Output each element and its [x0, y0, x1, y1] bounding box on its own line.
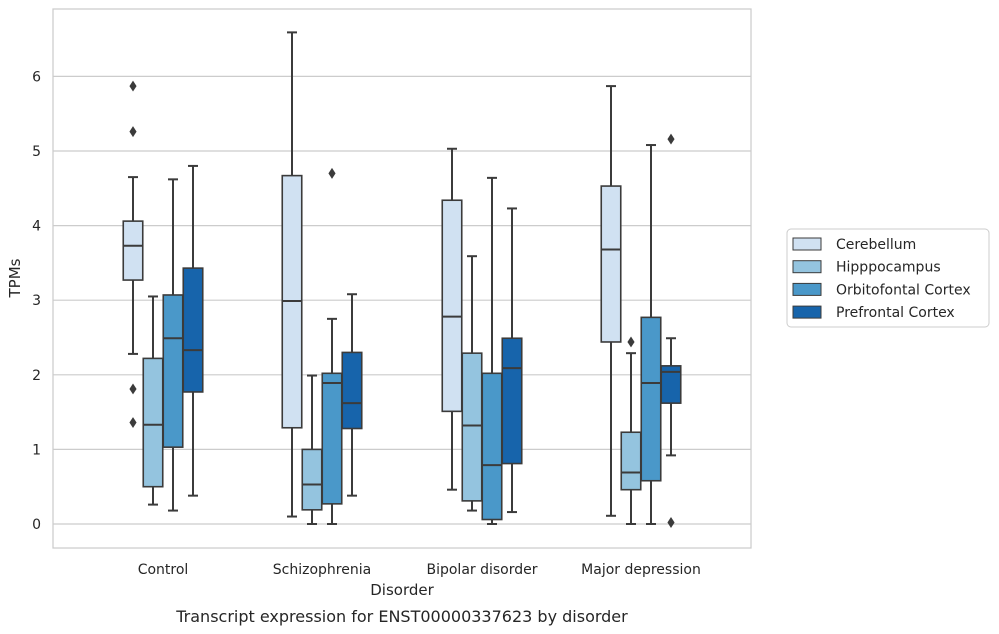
outlier-point [667, 133, 675, 145]
box-iqr [122, 220, 144, 281]
box-orbitofontal-cortex-3 [640, 144, 662, 525]
outlier-point [129, 417, 137, 429]
box-iqr [301, 448, 323, 511]
box-iqr [441, 199, 463, 413]
box-orbitofontal-cortex-1 [321, 167, 343, 525]
box-iqr [162, 294, 184, 448]
legend-swatch [792, 282, 822, 296]
box-cerebellum-0 [122, 80, 144, 429]
box-iqr [461, 352, 483, 502]
box-prefrontal-cortex-3 [660, 133, 682, 528]
box-hipppocampus-0 [142, 295, 164, 506]
x-axis-ticks: Control Schizophrenia Bipolar disorder Majo… [138, 562, 701, 578]
legend: Cerebellum Hipppocampus Orbitofontal Corte… [786, 228, 990, 328]
box-orbitofontal-cortex-0 [162, 178, 184, 512]
legend-frame [786, 228, 990, 328]
outlier-point [667, 517, 675, 528]
box-cerebellum-1 [281, 31, 303, 518]
outlier-point [328, 167, 336, 179]
box-prefrontal-cortex-1 [341, 293, 363, 497]
x-tick-label: Control [138, 562, 189, 578]
y-tick-label: 1 [32, 442, 41, 458]
box-iqr [182, 267, 204, 393]
box-hipppocampus-1 [301, 374, 323, 525]
x-tick-label: Major depression [581, 562, 701, 578]
box-iqr [660, 365, 682, 404]
box-orbitofontal-cortex-2 [481, 176, 503, 525]
y-tick-label: 2 [32, 368, 41, 384]
y-axis-label: TPMs [6, 258, 24, 298]
box-iqr [600, 185, 622, 343]
box-iqr [142, 357, 164, 488]
outlier-point [129, 126, 137, 138]
y-tick-label: 6 [32, 69, 41, 85]
y-tick-label: 4 [32, 219, 41, 235]
outlier-point [129, 80, 137, 92]
box-prefrontal-cortex-0 [182, 164, 204, 497]
y-tick-label: 0 [32, 517, 41, 533]
legend-swatch [792, 237, 822, 251]
y-tick-label: 5 [32, 144, 41, 160]
box-iqr [341, 351, 363, 430]
outlier-point [627, 336, 635, 348]
box-cerebellum-3 [600, 85, 622, 517]
box-iqr [501, 337, 523, 465]
box-hipppocampus-3 [620, 336, 642, 525]
x-tick-label: Bipolar disorder [426, 562, 537, 578]
box-iqr [640, 316, 662, 482]
plot-area-frame [52, 8, 752, 549]
box-cerebellum-2 [441, 147, 463, 491]
box-iqr [481, 372, 503, 521]
outlier-point [129, 383, 137, 395]
legend-swatch [792, 260, 822, 274]
y-tick-label: 3 [32, 293, 41, 309]
legend-label: Cerebellum [836, 237, 916, 253]
chart-caption: Transcript expression for ENST0000033762… [175, 607, 628, 626]
legend-label: Prefrontal Cortex [836, 305, 955, 321]
box-prefrontal-cortex-2 [501, 207, 523, 514]
legend-label: Orbitofontal Cortex [836, 282, 971, 298]
x-axis-label: Disorder [370, 581, 434, 599]
legend-swatch [792, 305, 822, 319]
y-axis-ticks: 0 1 2 3 4 5 6 [32, 69, 41, 533]
x-tick-label: Schizophrenia [273, 562, 371, 578]
box-iqr [321, 372, 343, 505]
box-hipppocampus-2 [461, 255, 483, 512]
boxes-layer [122, 31, 682, 528]
legend-label: Hipppocampus [836, 260, 941, 276]
box-iqr [620, 431, 642, 491]
